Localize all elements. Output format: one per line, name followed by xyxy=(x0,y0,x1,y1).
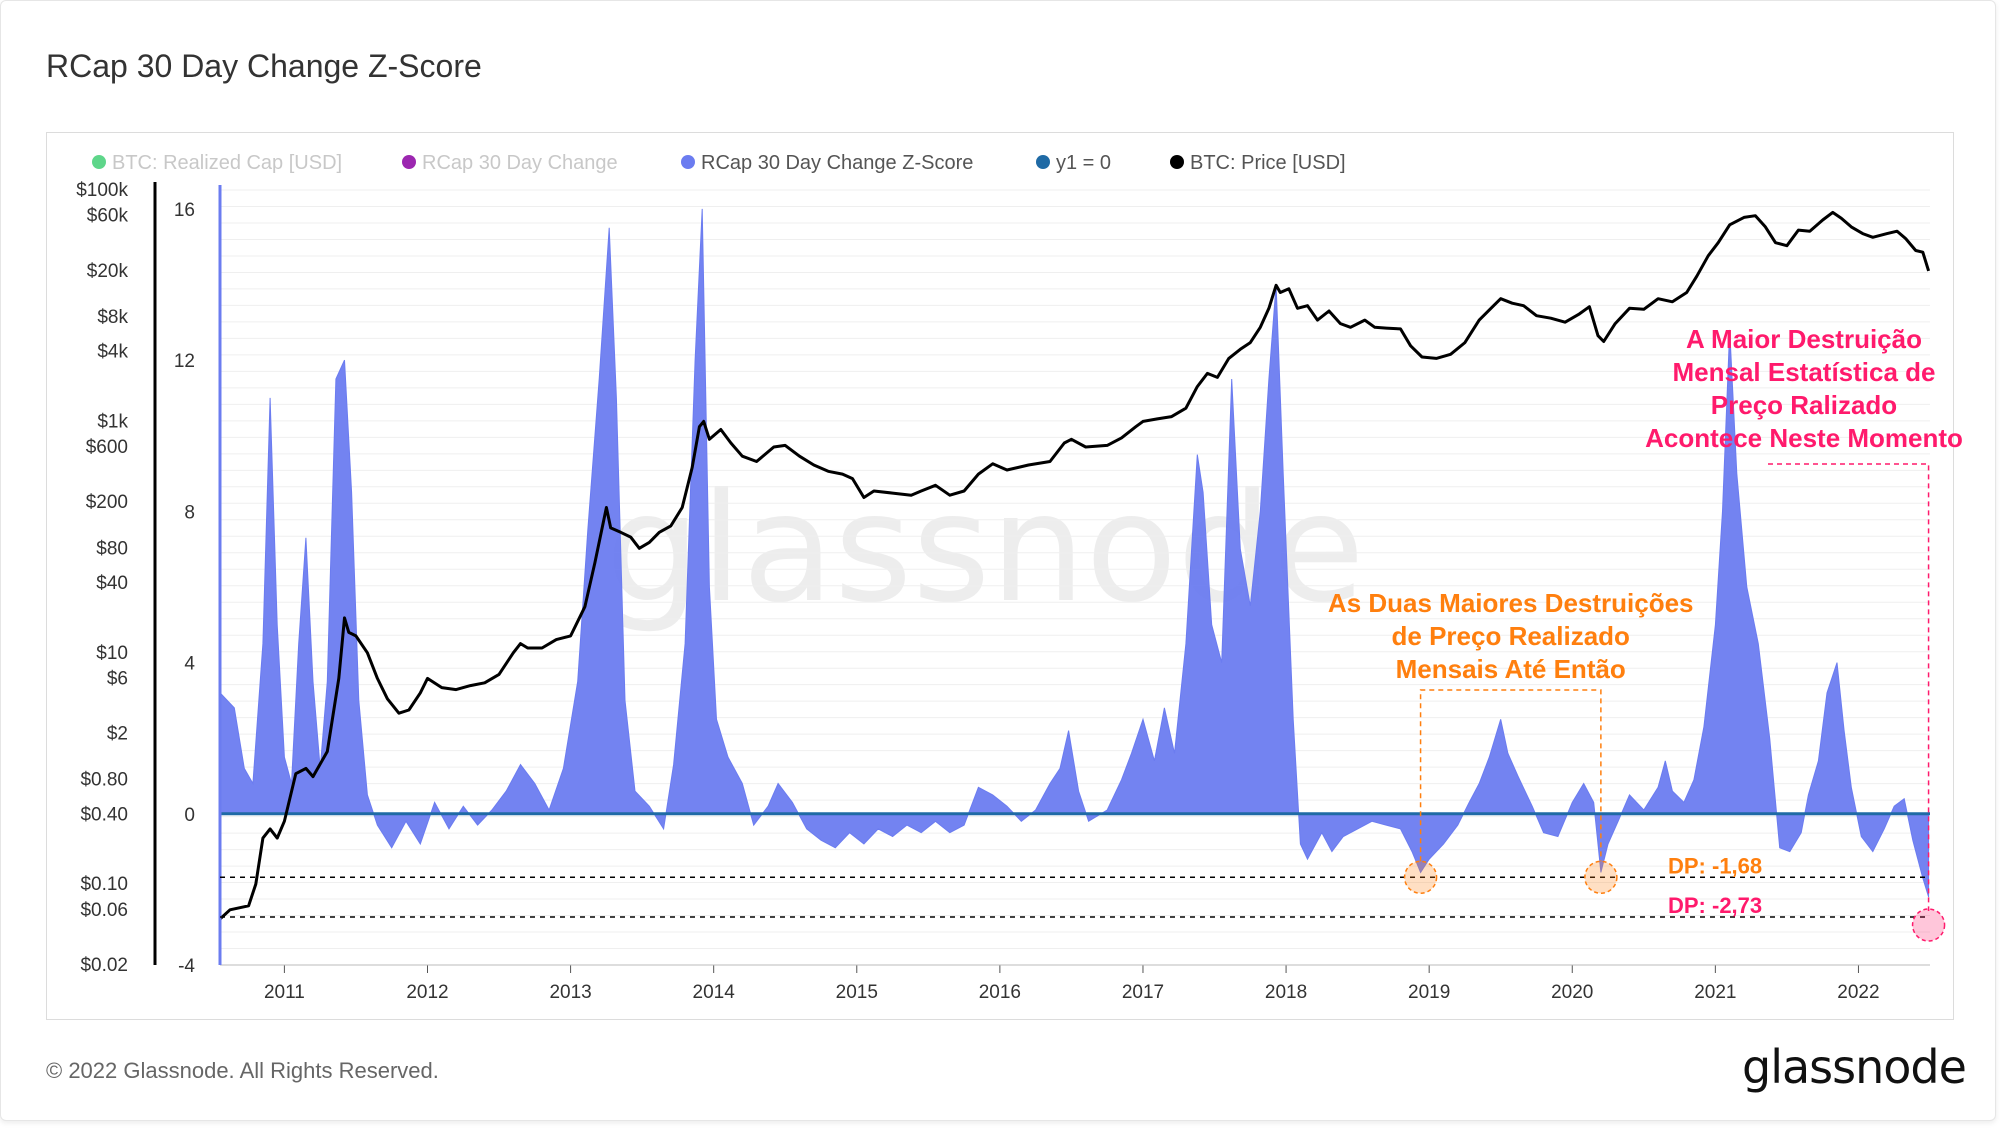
x-tick-label: 2021 xyxy=(1694,982,1736,1003)
x-tick-label: 2013 xyxy=(549,982,591,1003)
legend-label: y1 = 0 xyxy=(1056,152,1112,174)
pink-marker-circle xyxy=(1911,908,1946,942)
pink-annotation-line: Mensal Estatística de xyxy=(1673,357,1936,387)
price-tick-label: $0.80 xyxy=(80,770,128,791)
price-tick-label: $2 xyxy=(107,724,128,745)
orange-annotation-line: As Duas Maiores Destruições xyxy=(1328,588,1694,618)
zscore-tick-label: 4 xyxy=(184,654,195,675)
x-tick-label: 2019 xyxy=(1408,982,1450,1003)
legend-dot xyxy=(402,154,416,169)
price-tick-label: $100k xyxy=(76,180,128,201)
price-tick-label: $600 xyxy=(86,437,128,458)
x-tick-label: 2015 xyxy=(836,982,878,1003)
legend-label: RCap 30 Day Change xyxy=(422,152,618,174)
price-tick-label: $6 xyxy=(107,668,128,689)
orange-annotation-line: Mensais Até Então xyxy=(1396,654,1626,684)
dp2-label: DP: -2,73 xyxy=(1668,893,1762,918)
x-tick-label: 2022 xyxy=(1837,982,1879,1003)
price-tick-label: $0.10 xyxy=(80,874,128,895)
grid xyxy=(220,189,1930,966)
legend-dot xyxy=(1170,154,1184,169)
price-tick-label: $0.06 xyxy=(80,900,128,921)
axes: $100k $60k $20k $8k $4k $1k $600 $200 $80 $40 $10 $… xyxy=(76,180,1930,1003)
copyright-footer: © 2022 Glassnode. All Rights Reserved. xyxy=(46,1058,439,1083)
pink-annotation-line: Preço Ralizado xyxy=(1711,390,1897,420)
orange-marker-circle xyxy=(1403,860,1438,895)
price-line xyxy=(218,210,1931,921)
legend-item-zscore[interactable]: RCap 30 Day Change Z-Score xyxy=(681,152,973,175)
zscore-area-path xyxy=(219,208,1930,898)
zscore-tick-label: 12 xyxy=(174,351,195,372)
x-tick-label: 2011 xyxy=(264,982,305,1003)
legend-item-realized-cap[interactable]: BTC: Realized Cap [USD] xyxy=(92,152,342,175)
btc-price-line xyxy=(218,210,1931,921)
pink-annotation-line: A Maior Destruição xyxy=(1686,324,1922,354)
pink-annotation-line: Acontece Neste Momento xyxy=(1645,423,1963,453)
legend: BTC: Realized Cap [USD] RCap 30 Day Chan… xyxy=(0,152,1950,176)
x-tick-label: 2012 xyxy=(406,982,448,1003)
x-tick-label: 2016 xyxy=(979,982,1021,1003)
glassnode-logo: glassnode xyxy=(1742,1040,1967,1094)
dp1-label: DP: -1,68 xyxy=(1668,853,1762,878)
price-tick-label: $20k xyxy=(87,261,129,282)
legend-label: RCap 30 Day Change Z-Score xyxy=(701,152,974,174)
legend-dot xyxy=(1036,154,1050,169)
zscore-tick-label: 0 xyxy=(184,805,195,826)
legend-label: BTC: Realized Cap [USD] xyxy=(112,152,343,174)
price-tick-label: $8k xyxy=(97,307,128,328)
orange-bracket xyxy=(1419,689,1602,862)
price-tick-label: $40 xyxy=(96,573,128,594)
legend-label: BTC: Price [USD] xyxy=(1190,152,1346,174)
zscore-tick-label: 16 xyxy=(174,200,195,221)
zscore-tick-label: 8 xyxy=(184,502,195,523)
x-tick-label: 2020 xyxy=(1551,982,1593,1003)
plot-frame xyxy=(46,132,1954,1020)
price-tick-label: $0.40 xyxy=(80,804,128,825)
price-tick-label: $60k xyxy=(87,206,129,227)
price-tick-label: $80 xyxy=(96,538,128,559)
price-tick-label: $200 xyxy=(86,492,128,513)
annotations: DP: -1,68 DP: -2,73 As Duas Maiores Destru… xyxy=(220,324,1963,942)
price-tick-label: $1k xyxy=(97,411,128,432)
legend-dot xyxy=(681,154,695,169)
legend-dot xyxy=(92,154,106,169)
price-tick-label: $4k xyxy=(97,342,128,363)
zscore-area xyxy=(219,208,1930,898)
orange-annotation-line: de Preço Realizado xyxy=(1392,621,1630,651)
price-tick-label: $10 xyxy=(96,643,128,664)
x-tick-label: 2017 xyxy=(1122,982,1164,1003)
x-tick-label: 2014 xyxy=(693,982,736,1003)
zscore-tick-label: -4 xyxy=(178,956,195,977)
orange-marker-circle xyxy=(1584,860,1618,895)
chart-title: RCap 30 Day Change Z-Score xyxy=(46,48,482,84)
price-tick-label: $0.02 xyxy=(80,955,128,976)
x-tick-label: 2018 xyxy=(1265,982,1307,1003)
legend-item-rcap-30d-change[interactable]: RCap 30 Day Change xyxy=(402,152,618,175)
legend-item-btc-price[interactable]: BTC: Price [USD] xyxy=(1170,152,1346,175)
legend-item-y1[interactable]: y1 = 0 xyxy=(1036,152,1111,175)
